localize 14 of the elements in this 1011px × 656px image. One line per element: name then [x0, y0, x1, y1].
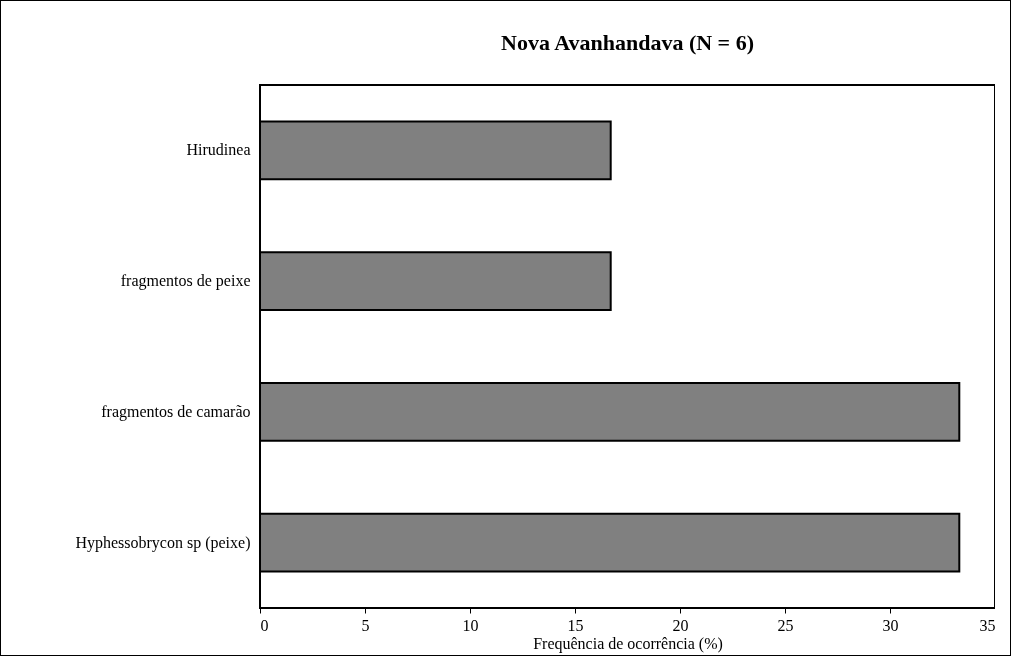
x-axis-title: Frequência de ocorrência (%) — [533, 634, 723, 653]
x-tick-label: 0 — [260, 616, 269, 634]
x-tick-label: 35 — [979, 616, 996, 634]
y-tick-label: Hirudinea — [186, 141, 251, 159]
chart-title: Nova Avanhandava (N = 6) — [501, 30, 754, 55]
y-tick-label: fragmentos de camarão — [101, 402, 251, 421]
y-tick-label: fragmentos de peixe — [120, 272, 251, 291]
x-tick-label: 25 — [777, 616, 794, 634]
x-tick-label: 5 — [361, 616, 370, 634]
x-tick-label: 15 — [567, 616, 584, 634]
y-tick-label: Hyphessobrycon sp (peixe) — [75, 533, 251, 552]
x-tick-label: 30 — [882, 616, 899, 634]
x-tick-label: 10 — [462, 616, 479, 634]
x-tick-label: 20 — [672, 616, 689, 634]
